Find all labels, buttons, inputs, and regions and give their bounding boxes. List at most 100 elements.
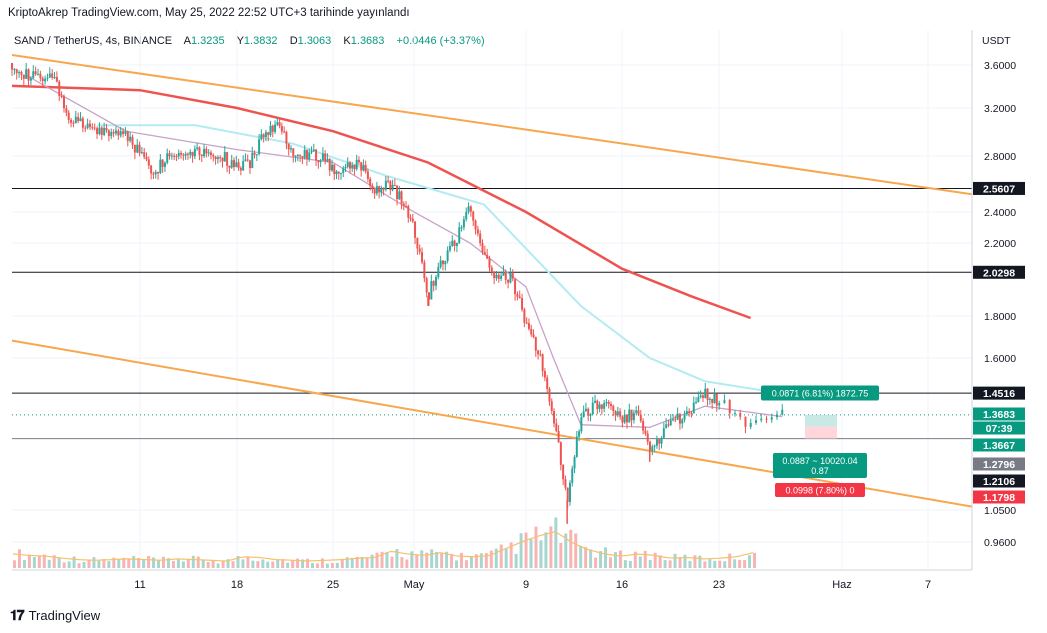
candle-body [518,296,521,299]
volume-bar [509,542,513,568]
candle-body [22,74,25,79]
candle-body [170,155,173,157]
candle-body [308,152,311,160]
candle-body [233,160,236,168]
candle-body [637,410,640,415]
volume-bar [335,562,339,568]
volume-bar [226,559,230,568]
candle-body [70,119,73,123]
price-chart[interactable]: 0.0871 (6.81%) 1872.750.0887 ~ 10020.040… [0,0,1047,600]
symbol-title[interactable]: SAND / TetherUS, 4s, BINANCE [14,35,173,47]
volume-bar [22,560,26,568]
volume-bar [668,560,672,568]
candle-body [646,433,649,442]
candle-body [248,160,251,169]
long-position-tool[interactable]: 0.0871 (6.81%) 1872.750.0887 ~ 10020.040… [761,385,879,498]
candle-body [488,258,491,268]
volume-bar [514,553,518,568]
candle-body [177,152,180,157]
candle-body [228,165,231,168]
candle-body [280,125,283,132]
volume-bar [658,555,662,568]
candle-body [126,131,129,141]
candle-body [27,69,30,81]
volume-bar [296,558,300,568]
volume-bar [594,557,598,568]
candle-body [775,414,778,418]
candle-body [681,419,684,424]
candle-body [319,160,322,163]
volume-bars [12,517,757,568]
volume-bar [400,557,404,568]
candle-body [60,96,63,98]
candle-body [203,148,206,157]
volume-bar [738,559,742,568]
candle-body [384,180,387,190]
trend-channel [11,54,973,508]
candle-body [678,413,681,424]
candle-body [486,254,489,259]
candle-body [25,69,28,79]
candle-body [333,164,336,175]
volume-bar [127,558,131,568]
volume-bar [27,554,31,568]
candle-body [84,127,87,129]
candle-body [715,393,718,406]
position-entry-label: 0.0887 ~ 10020.04 [782,456,857,466]
candle-body [630,409,633,421]
candle-body [72,122,75,124]
candle-body [416,237,419,249]
candle-body [697,397,700,402]
candle-body [695,401,698,403]
candle-body [509,273,512,283]
candle-body [534,337,537,351]
candle-body [523,309,526,323]
candle-body [138,144,141,154]
channel-upper-line [11,54,973,196]
candle-body [472,211,475,221]
candle-body [62,96,65,109]
candle-body [159,159,162,174]
x-tick-label: 9 [523,579,529,591]
volume-bar [276,560,280,568]
x-tick-label: 16 [616,579,628,591]
volume-bar [102,558,106,568]
candle-body [474,220,477,230]
candle-body [749,422,752,427]
candle-body [93,127,96,129]
volume-bar [87,560,91,568]
candle-body [448,245,451,251]
candle-body [425,278,428,293]
volume-bar [733,559,737,568]
last-price-label-box [973,407,1025,421]
volume-bar [494,548,498,568]
candle-body [760,418,763,421]
volume-bar [67,561,71,568]
volume-bar [678,557,682,568]
bid-price-label: 1.3667 [983,440,1015,452]
volume-bar [147,555,151,568]
candle-body [46,77,49,79]
candle-body [537,350,540,355]
entry-price-label: 1.2796 [983,459,1015,471]
candle-body [212,155,215,157]
candle-body [479,233,482,244]
volume-bar [176,559,180,568]
volume-bar [395,549,399,568]
volume-bar [261,559,265,568]
volume-bar [117,558,121,568]
candle-body [103,127,106,135]
candle-body [39,73,42,79]
volume-bar [450,553,454,568]
candle-body [375,186,378,194]
candle-body [708,398,711,400]
volume-bar [122,557,126,568]
level-price-label: 2.0298 [983,267,1015,279]
x-tick-label: 25 [327,579,339,591]
position-stop-label-box [775,483,865,497]
candle-body [573,456,576,469]
candle-body [321,153,324,161]
candle-body [555,423,558,431]
candle-body [409,217,412,219]
level-price-label: 2.5607 [983,183,1015,195]
